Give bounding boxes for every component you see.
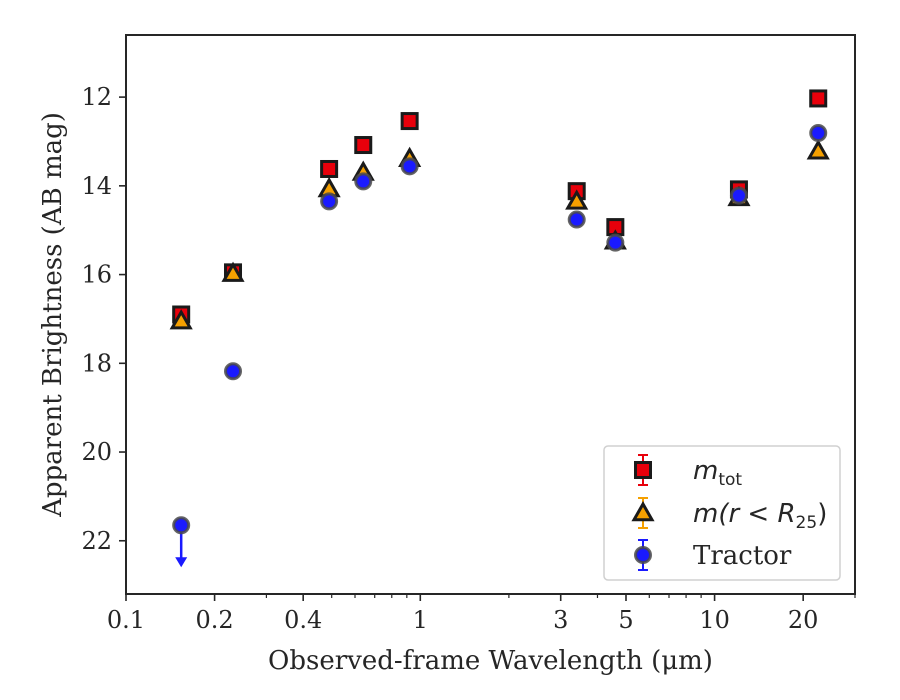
y-tick-label: 20 bbox=[81, 438, 112, 466]
data-point bbox=[354, 172, 373, 191]
data-point bbox=[400, 157, 419, 176]
legend-label: mtot bbox=[693, 456, 742, 490]
points-layer bbox=[169, 89, 830, 568]
data-point bbox=[169, 309, 193, 330]
upper-limit-arrow-head bbox=[175, 557, 188, 568]
data-point bbox=[809, 124, 828, 143]
legend-marker bbox=[631, 500, 655, 522]
data-point bbox=[606, 233, 625, 252]
series-circle bbox=[172, 124, 828, 568]
data-point bbox=[806, 139, 830, 160]
ticks-layer: 0.1 0.2 0.4 1 3 5 10 20 12 14 16 18 20 22 bbox=[81, 83, 856, 634]
data-point bbox=[400, 112, 419, 131]
data-point bbox=[567, 210, 586, 229]
legend: mtot m(r < R25) Tractor bbox=[603, 445, 841, 581]
legend-marker bbox=[634, 546, 652, 564]
legend-box bbox=[603, 445, 841, 581]
x-axis-label: Observed-frame Wavelength (μm) bbox=[268, 646, 713, 676]
data-point bbox=[320, 159, 339, 178]
x-tick-label: 20 bbox=[788, 606, 819, 634]
y-tick-label: 16 bbox=[81, 261, 112, 289]
x-tick-label: 5 bbox=[618, 606, 633, 634]
x-tick-label: 0.2 bbox=[196, 606, 234, 634]
x-tick-label: 10 bbox=[699, 606, 730, 634]
data-point bbox=[565, 189, 589, 210]
y-axis-label: Apparent Brightness (AB mag) bbox=[38, 112, 68, 518]
data-point bbox=[320, 192, 339, 211]
y-tick-label: 14 bbox=[81, 172, 112, 200]
y-tick-label: 22 bbox=[81, 527, 112, 555]
x-tick-label: 3 bbox=[553, 606, 568, 634]
data-point bbox=[221, 261, 245, 282]
legend-label: Tractor bbox=[693, 541, 792, 571]
y-tick-label: 12 bbox=[81, 83, 112, 111]
plot-frame bbox=[125, 34, 856, 595]
series-triangle bbox=[169, 139, 830, 330]
y-tick-label: 18 bbox=[81, 349, 112, 377]
data-point bbox=[809, 89, 828, 108]
data-point bbox=[354, 136, 373, 155]
legend-label: m(r < R25) bbox=[693, 499, 827, 533]
x-tick-label: 0.1 bbox=[107, 606, 145, 634]
legend-marker bbox=[634, 461, 652, 479]
data-point bbox=[172, 516, 191, 535]
x-tick-label: 0.4 bbox=[284, 606, 322, 634]
data-point bbox=[224, 362, 243, 381]
x-tick-label: 1 bbox=[413, 606, 428, 634]
data-point bbox=[729, 186, 748, 205]
series-square bbox=[172, 89, 828, 324]
